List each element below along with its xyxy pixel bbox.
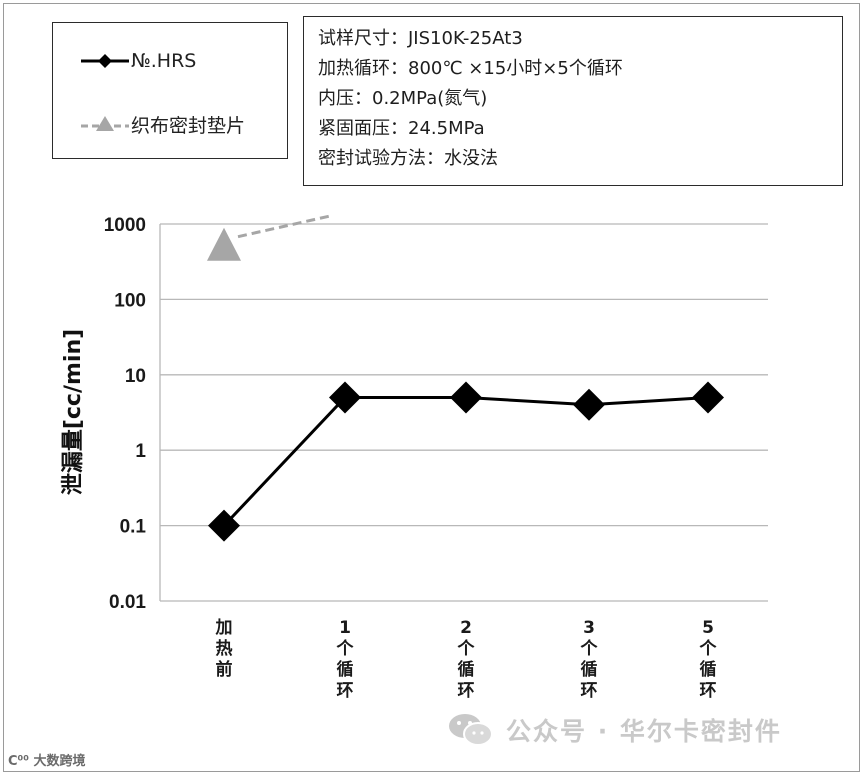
condition-internal-pressure: 内压：0.2MPa(氮气) <box>318 88 488 109</box>
x-tick-char: 环 <box>458 681 475 701</box>
x-tick-char: 2 <box>460 618 472 638</box>
series <box>207 214 724 542</box>
hrs-point-4 <box>692 381 724 414</box>
x-tick-label-0: 加热前 <box>215 618 233 680</box>
y-tick-label-0: 0.01 <box>109 592 146 613</box>
legend-label-cloth-gasket: 织布密封垫片 <box>131 114 246 137</box>
y-tick-label-1: 0.1 <box>120 517 147 538</box>
x-tick-char: 1 <box>339 618 351 638</box>
legend-item-cloth-gasket: 织布密封垫片 <box>81 109 245 139</box>
x-tick-label-4: 5个循环 <box>699 618 718 701</box>
triangle-marker-icon <box>81 116 129 131</box>
diamond-marker-icon <box>81 54 129 68</box>
x-tick-char: 个 <box>699 638 718 659</box>
figure-frame <box>3 3 860 772</box>
x-tick-char: 热 <box>216 638 233 659</box>
legend-item-hrs: №.HRS <box>81 46 196 76</box>
y-tick-label-3: 10 <box>125 366 146 387</box>
hrs-point-1 <box>329 381 361 414</box>
x-tick-char: 循 <box>337 659 354 680</box>
x-tick-char: 环 <box>337 681 354 701</box>
condition-heat-cycle: 加热循环：800℃ ×15小时×5个循环 <box>318 58 623 79</box>
x-tick-char: 环 <box>700 681 717 701</box>
wechat-icon <box>449 714 493 746</box>
y-tick-label-4: 100 <box>114 290 146 311</box>
x-tick-char: 个 <box>580 638 599 659</box>
test-conditions-box: 试样尺寸：JIS10K-25At3 加热循环：800℃ ×15小时×5个循环 内… <box>303 16 843 186</box>
gridlines <box>160 223 768 602</box>
x-tick-char: 3 <box>583 618 595 638</box>
legend: №.HRS 织布密封垫片 <box>52 22 288 159</box>
hrs-point-3 <box>573 388 605 421</box>
y-tick-label-2: 1 <box>135 441 146 462</box>
hrs-point-0 <box>208 509 240 542</box>
watermark-text: 公众号 · 华尔卡密封件 <box>506 717 782 746</box>
x-tick-char: 循 <box>581 659 598 680</box>
cloth-gasket-dashed-line <box>237 214 331 239</box>
y-axis-title: 泄漏量[cc/min] <box>60 329 86 495</box>
condition-clamping-pressure: 紧固面压：24.5MPa <box>318 118 485 139</box>
watermark: 公众号 · 华尔卡密封件 <box>448 712 782 748</box>
x-tick-char: 个 <box>457 638 476 659</box>
x-tick-char: 循 <box>458 659 475 680</box>
cloth-gasket-point-0 <box>207 227 241 261</box>
hrs-point-2 <box>450 381 482 414</box>
condition-sample-size: 试样尺寸：JIS10K-25At3 <box>318 28 523 49</box>
hrs-series-line <box>222 395 709 527</box>
x-tick-char: 循 <box>700 659 717 680</box>
y-tick-label-5: 1000 <box>104 215 146 236</box>
y-tick-labels: 0.01 0.1 1 10 100 1000 <box>104 215 147 613</box>
legend-label-hrs: №.HRS <box>131 50 197 72</box>
corner-mark: C⁰⁰ 大数跨境 <box>8 754 86 769</box>
x-tick-char: 加 <box>215 618 233 638</box>
x-tick-char: 环 <box>581 681 598 701</box>
x-tick-char: 个 <box>336 638 355 659</box>
condition-test-method: 密封试验方法：水没法 <box>318 148 498 169</box>
x-tick-char: 5 <box>702 618 714 638</box>
x-tick-char: 前 <box>216 659 233 680</box>
